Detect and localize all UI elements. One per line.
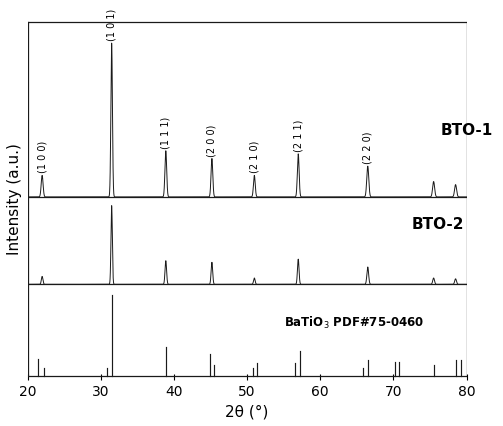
Text: (2 1 0): (2 1 0) — [249, 141, 260, 173]
Text: BTO-2: BTO-2 — [411, 217, 464, 232]
Text: (2 0 0): (2 0 0) — [207, 124, 217, 157]
Text: BaTiO$_3$ PDF#75-0460: BaTiO$_3$ PDF#75-0460 — [284, 315, 424, 331]
Text: (2 1 1): (2 1 1) — [293, 120, 303, 152]
Text: (1 0 0): (1 0 0) — [37, 141, 47, 173]
Text: (2 2 0): (2 2 0) — [363, 132, 373, 164]
Text: BTO-1: BTO-1 — [441, 123, 493, 138]
Text: (1 1 1): (1 1 1) — [161, 117, 171, 149]
Text: (1 0 1): (1 0 1) — [107, 9, 117, 41]
Y-axis label: Intensity (a.u.): Intensity (a.u.) — [7, 144, 22, 255]
X-axis label: 2θ (°): 2θ (°) — [225, 404, 269, 419]
